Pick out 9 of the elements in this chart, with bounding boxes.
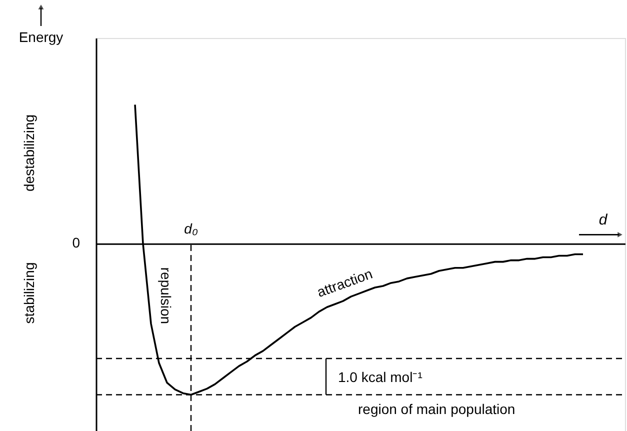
text: 0 xyxy=(72,234,80,251)
text: stabilizing xyxy=(21,262,37,324)
text: region of main population xyxy=(358,401,516,417)
annotation: 1.0 kcal mol⁻¹ xyxy=(338,369,423,385)
annotation: repulsion xyxy=(158,267,174,324)
text: Energy xyxy=(18,29,64,45)
x-axis-title: d xyxy=(598,212,608,229)
annotation: d₀ xyxy=(184,220,198,237)
text: destabilizing xyxy=(21,114,37,192)
